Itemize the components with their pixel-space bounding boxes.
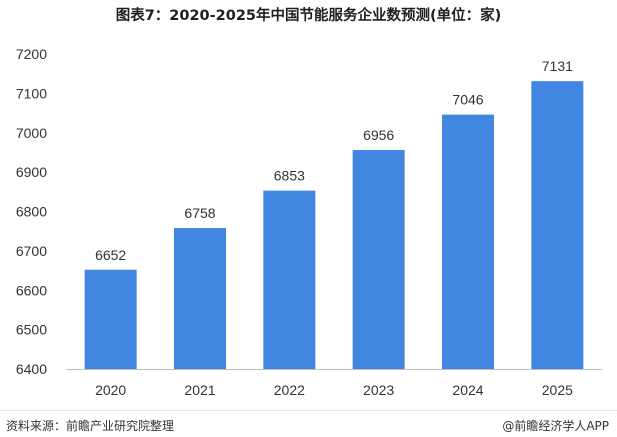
bar bbox=[442, 114, 494, 369]
y-tick-label: 7100 bbox=[16, 85, 47, 101]
x-axis-tick-labels: 2020 2021 2022 2023 2024 2025 bbox=[95, 382, 573, 398]
y-axis-tick-labels: 6400 6500 6600 6700 6800 6900 7000 7100 7200 bbox=[16, 46, 47, 377]
x-tick-label: 2024 bbox=[452, 382, 483, 398]
y-tick-label: 6800 bbox=[16, 204, 47, 220]
y-tick-label: 6600 bbox=[16, 282, 47, 298]
x-tick-label: 2020 bbox=[95, 382, 126, 398]
bar bbox=[84, 269, 137, 369]
bar-value-label: 6956 bbox=[363, 127, 394, 143]
y-tick-label: 6900 bbox=[16, 164, 47, 180]
y-tick-label: 7200 bbox=[16, 46, 47, 62]
bar bbox=[174, 228, 226, 369]
x-tick-label: 2021 bbox=[184, 382, 215, 398]
publisher-credit: @前瞻经济学人APP bbox=[502, 419, 609, 433]
footer-divider bbox=[0, 410, 617, 411]
bar bbox=[263, 190, 316, 369]
bar bbox=[352, 150, 405, 369]
y-tick-label: 6400 bbox=[16, 361, 47, 377]
bar-value-label: 6652 bbox=[95, 247, 126, 263]
source-note: 资料来源：前瞻产业研究院整理 bbox=[6, 419, 175, 433]
bar-value-label: 6853 bbox=[274, 168, 305, 184]
x-tick-label: 2025 bbox=[542, 382, 573, 398]
y-tick-label: 6700 bbox=[16, 243, 47, 259]
bar bbox=[531, 81, 584, 369]
bar-value-label: 7131 bbox=[542, 58, 573, 74]
x-tick-label: 2022 bbox=[274, 382, 305, 398]
bar-series bbox=[84, 81, 584, 369]
bar-value-label: 7046 bbox=[452, 92, 483, 108]
chart-title: 图表7：2020-2025年中国节能服务企业数预测(单位：家) bbox=[115, 8, 502, 24]
y-tick-label: 6500 bbox=[16, 322, 47, 338]
data-labels: 6652 6758 6853 6956 7046 7131 bbox=[95, 58, 573, 263]
x-tick-label: 2023 bbox=[363, 382, 394, 398]
bar-value-label: 6758 bbox=[184, 205, 215, 221]
y-tick-label: 7000 bbox=[16, 125, 47, 141]
